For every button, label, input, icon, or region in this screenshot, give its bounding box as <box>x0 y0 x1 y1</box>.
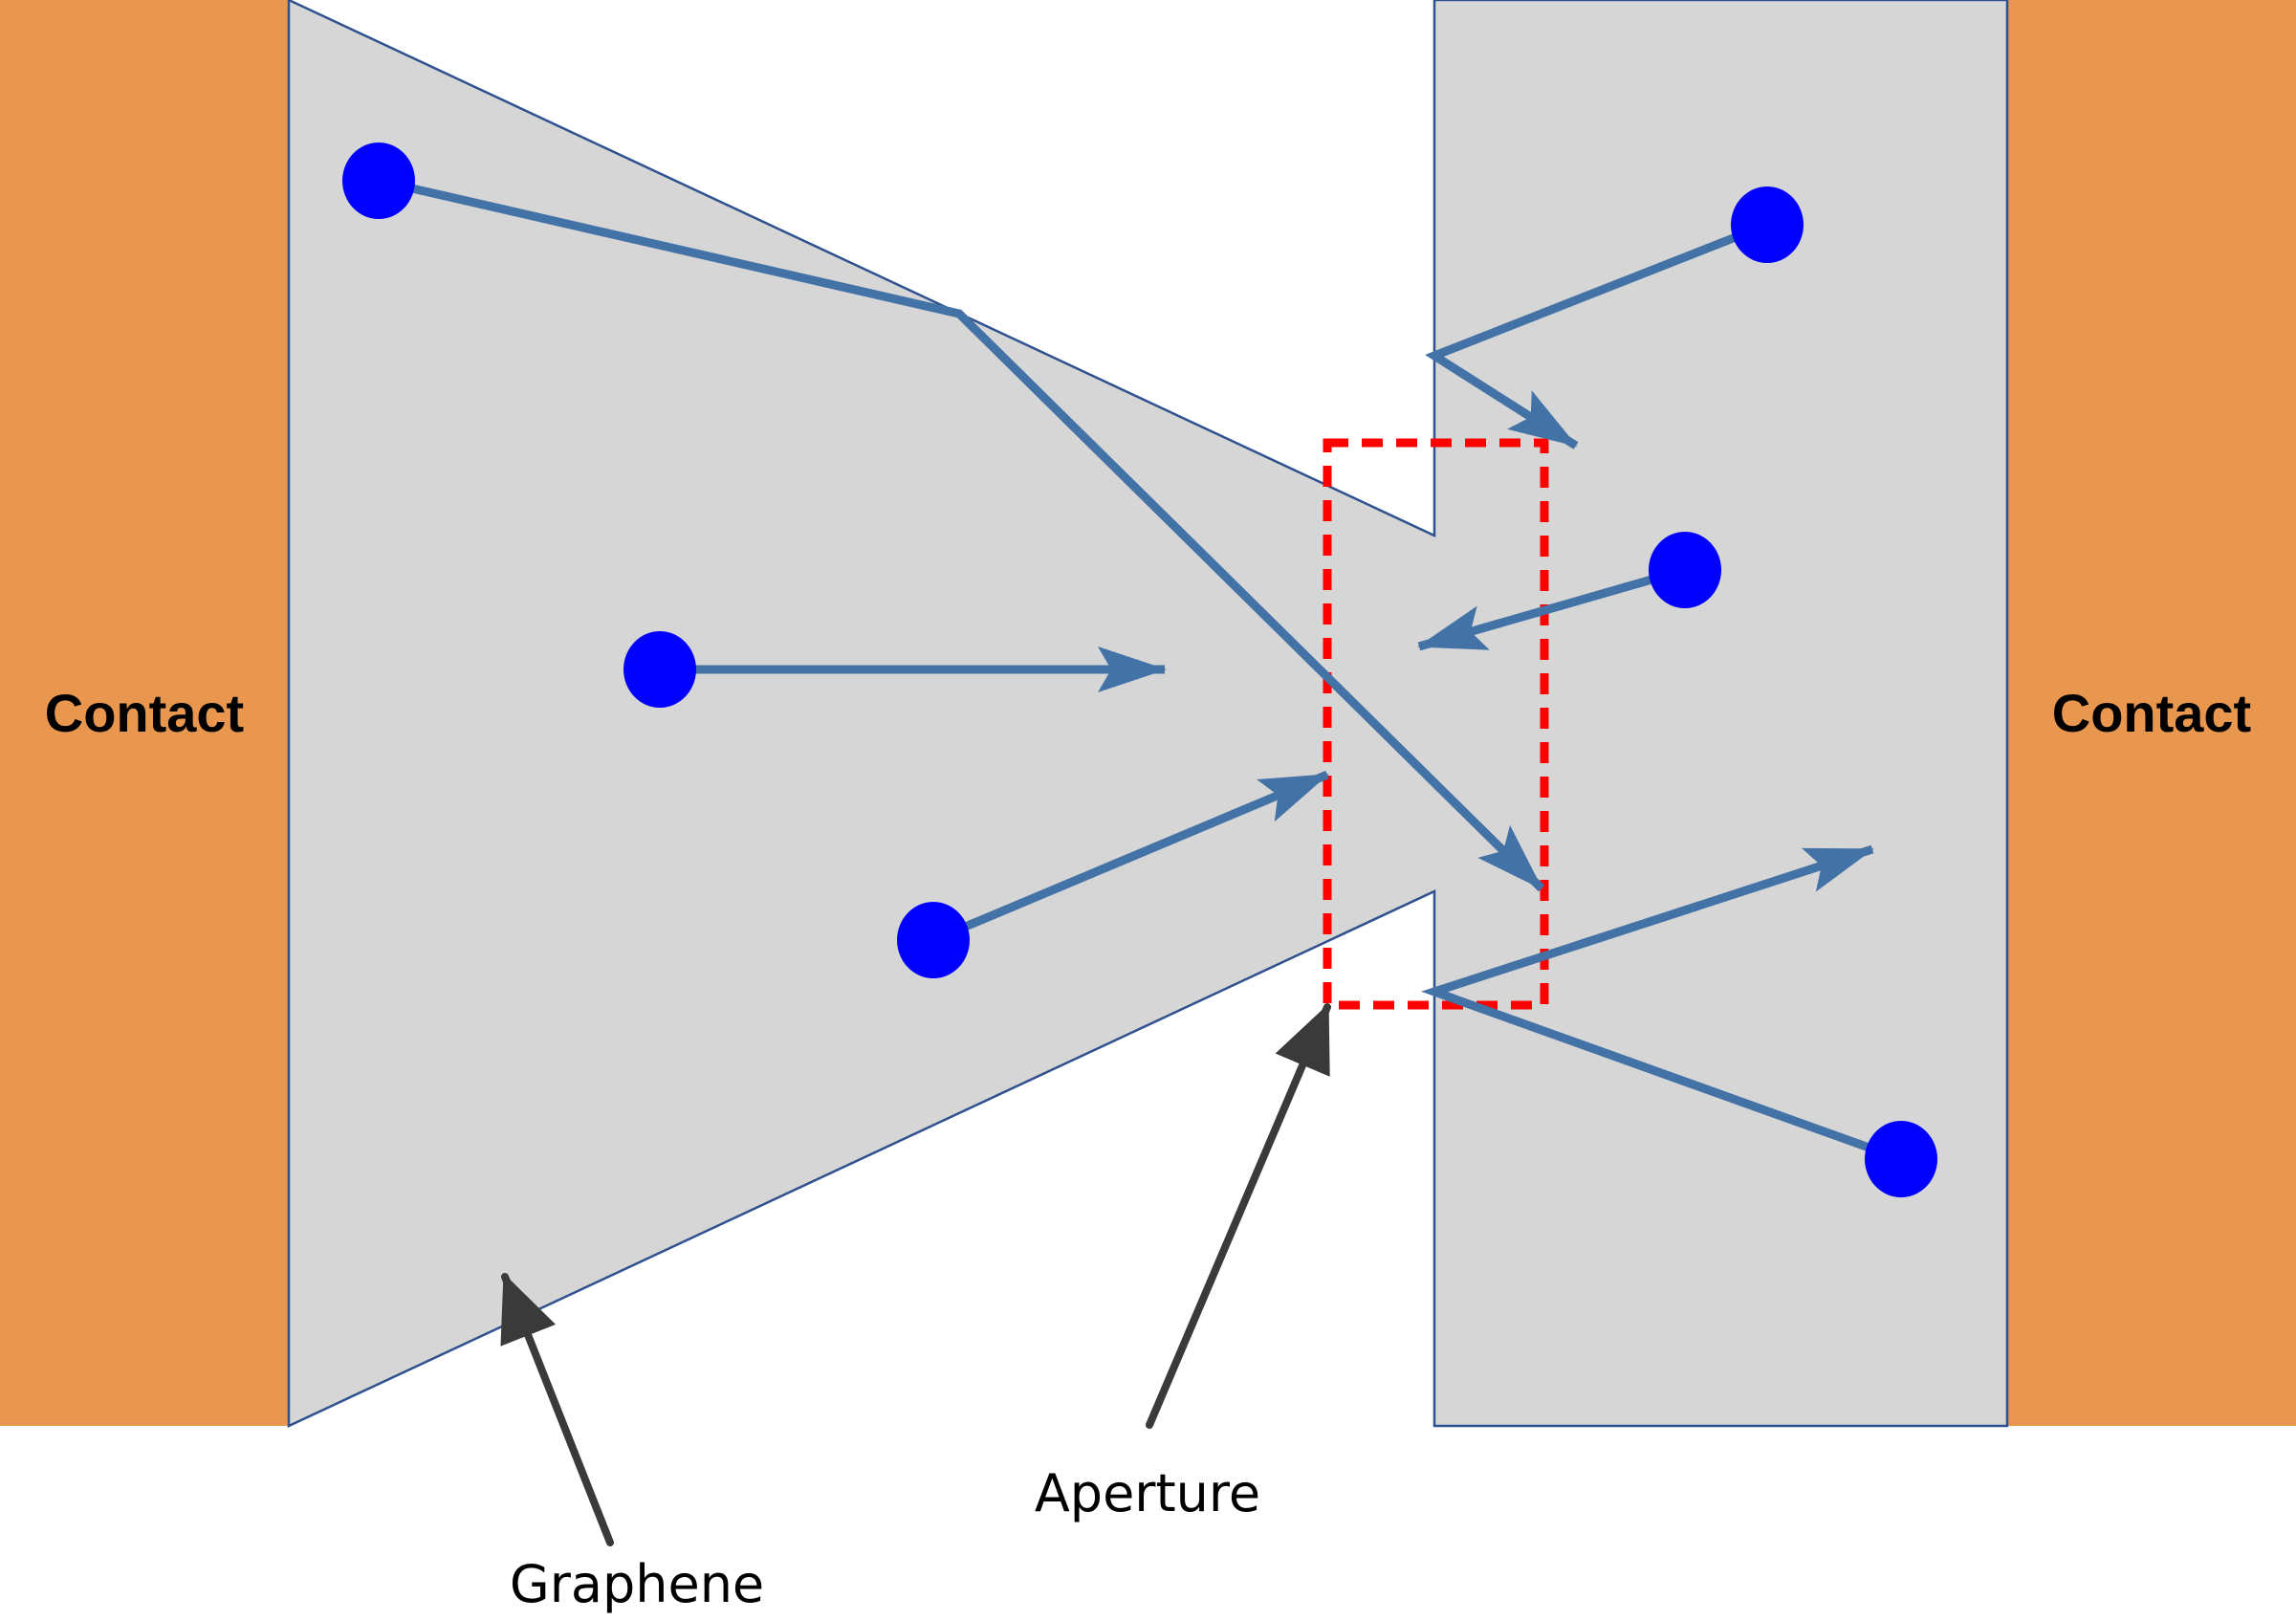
contact-left-label: Contact <box>45 683 244 743</box>
trajectory-5 <box>1417 565 1687 651</box>
electron-2 <box>623 631 696 708</box>
aperture-box <box>1323 438 1549 1010</box>
contact-left <box>0 0 289 1426</box>
trajectory-6 <box>1421 844 1903 1164</box>
electron-4 <box>1731 186 1804 263</box>
trajectory-1 <box>377 176 1545 892</box>
graphene-label: Graphene <box>510 1554 764 1614</box>
contact-right-label: Contact <box>2052 683 2251 743</box>
aperture-callout-arrow <box>1146 1003 1331 1429</box>
trajectory-4 <box>1425 220 1769 449</box>
graphene-callout-arrow <box>500 1273 614 1546</box>
trajectory-3 <box>931 770 1329 945</box>
contact-right <box>2007 0 2296 1426</box>
aperture-label: Aperture <box>1035 1463 1260 1523</box>
electron-trajectories <box>377 176 1903 1164</box>
electron-5 <box>1649 532 1721 608</box>
electron-1 <box>342 142 415 219</box>
electron-6 <box>1865 1121 1937 1197</box>
electrons <box>342 142 1937 1197</box>
electron-3 <box>897 902 970 978</box>
